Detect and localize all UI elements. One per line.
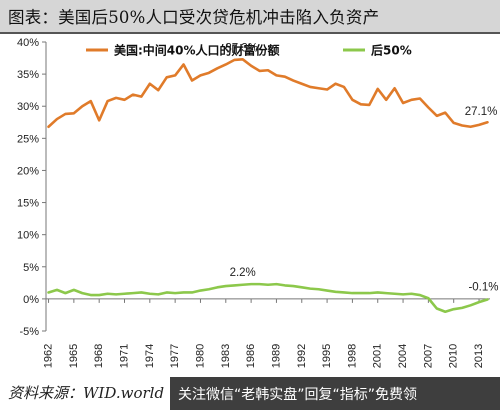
- y-tick-label: 35%: [17, 69, 39, 81]
- title-divider: [0, 32, 500, 34]
- chart-title: 图表：美国后50%人口受次贷危机冲击陷入负资产: [8, 8, 380, 27]
- y-tick-label: 30%: [17, 101, 39, 113]
- footer: 资料来源：WID.world 关注微信“老韩实盘”回复“指标”免费领: [0, 377, 500, 410]
- watermark-text: 关注微信“老韩实盘”回复“指标”免费领: [178, 387, 418, 403]
- x-tick-label: 1965: [68, 344, 80, 368]
- y-tick-label: -5%: [19, 326, 39, 338]
- x-tick-label: 2007: [422, 344, 434, 368]
- x-tick-label: 1974: [144, 344, 156, 368]
- y-tick-label: 5%: [23, 262, 39, 274]
- x-tick-label: 1986: [245, 344, 257, 368]
- x-tick-label: 1989: [270, 344, 282, 368]
- legend-label-0: 美国:中间40%人口的财富份额: [114, 43, 280, 58]
- title-bar: 图表：美国后50%人口受次贷危机冲击陷入负资产: [0, 0, 500, 32]
- line-chart: -5% 0% 5% 10% 15% 20% 25% 30% 35% 40% 1962 1965 1968…: [17, 37, 499, 368]
- y-tick-label: 25%: [17, 133, 39, 145]
- data-label: 37.3%: [225, 42, 258, 54]
- x-tick-label: 1995: [321, 344, 333, 368]
- chart-series: [47, 58, 489, 314]
- y-tick-label: 10%: [17, 230, 39, 242]
- x-tick-label: 1998: [346, 344, 358, 368]
- x-tick-label: 2004: [397, 344, 409, 368]
- y-tick-label: 20%: [17, 165, 39, 177]
- chart-axes: -5% 0% 5% 10% 15% 20% 25% 30% 35% 40% 1962 1965 1968…: [17, 37, 490, 368]
- x-tick-label: 2010: [448, 344, 460, 368]
- y-tick-label: 0%: [23, 294, 39, 306]
- x-tick-label: 1962: [43, 344, 55, 368]
- legend-label-1: 后50%: [371, 43, 412, 58]
- y-tick-label: 40%: [17, 37, 39, 49]
- chart-annotations: 37.3% 27.1% 2.2% -0.1%: [225, 42, 498, 293]
- x-tick-label: 2001: [372, 344, 384, 368]
- x-tick-label: 1980: [194, 344, 206, 368]
- x-tick-label: 1968: [93, 344, 105, 368]
- x-tick-label: 1992: [296, 344, 308, 368]
- source-note: 资料来源：WID.world: [8, 384, 165, 402]
- y-tick-label: 15%: [17, 198, 39, 210]
- x-tick-label: 1977: [169, 344, 181, 368]
- series-line-0: [47, 58, 489, 129]
- watermark-banner: 关注微信“老韩实盘”回复“指标”免费领: [170, 377, 500, 410]
- data-label: -0.1%: [468, 282, 498, 294]
- x-tick-label: 1971: [119, 344, 131, 368]
- chart-legend: 美国:中间40%人口的财富份额 后50%: [86, 43, 412, 58]
- series-line-1: [47, 282, 489, 314]
- data-label: 27.1%: [465, 106, 498, 118]
- x-tick-label: 2013: [473, 344, 485, 368]
- x-tick-label: 1983: [220, 344, 232, 368]
- data-label: 2.2%: [230, 267, 256, 279]
